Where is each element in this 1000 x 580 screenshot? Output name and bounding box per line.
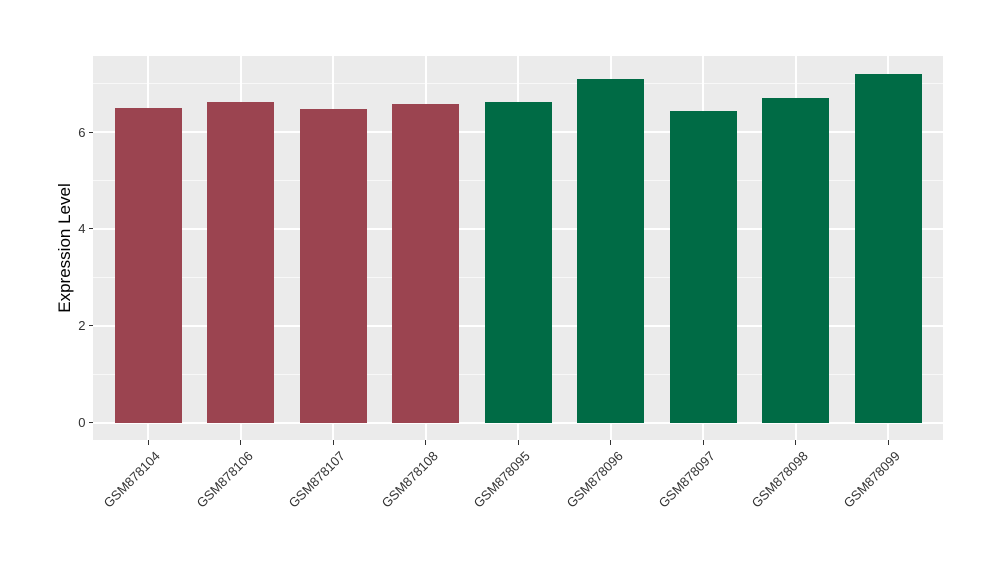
x-tick-mark [702,440,704,445]
bar-GSM878095 [484,102,552,423]
y-tick-mark [88,422,93,424]
y-tick-label: 2 [78,318,86,334]
bar-GSM878096 [577,78,644,423]
x-tick-mark [240,440,241,445]
x-tick-mark [332,440,334,445]
y-tick-label: 0 [78,415,86,431]
x-tick-label-GSM878099: GSM878099 [840,448,903,511]
y-tick-label: 4 [78,221,86,237]
bar-GSM878104 [114,107,182,423]
plot-panel [93,56,943,440]
bar-GSM878108 [392,103,459,423]
bar-GSM878097 [669,111,737,423]
bar-GSM878106 [207,102,274,423]
x-tick-mark [610,440,611,445]
x-tick-mark [887,440,889,445]
bar-GSM878099 [854,73,922,423]
x-tick-mark [795,440,796,445]
y-tick-mark [88,325,93,327]
x-tick-mark [517,440,519,445]
bar-GSM878098 [762,98,829,423]
y-axis-title: Expression Level [55,183,74,313]
x-tick-mark [425,440,426,445]
y-tick-mark [88,131,93,133]
x-tick-mark [147,440,149,445]
bar-GSM878107 [299,108,367,423]
y-tick-mark [88,228,93,230]
y-tick-label: 6 [78,124,86,140]
